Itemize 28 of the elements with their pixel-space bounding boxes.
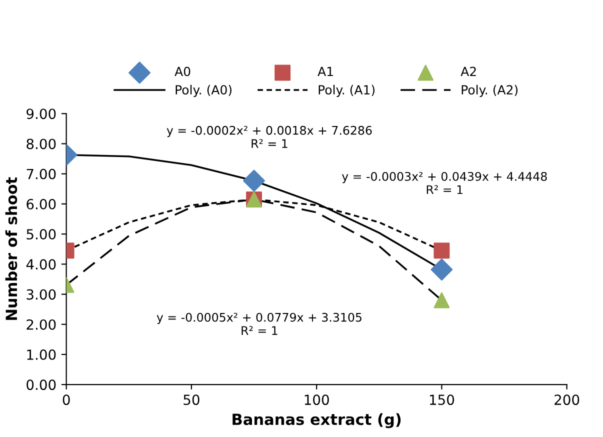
point: [430, 258, 453, 281]
y-tick-label: 3.00: [26, 289, 56, 300]
x-tick-label: 150: [430, 394, 454, 406]
annotation: y = -0.0002x² + 0.0018x + 7.6286 R² = 1: [166, 126, 372, 148]
x-tick-label: 50: [184, 394, 200, 406]
legend-label: A2: [460, 66, 476, 76]
x-axis-title: Bananas extract (g): [232, 413, 401, 428]
y-tick-label: 9.00: [26, 108, 56, 120]
point: [434, 242, 450, 259]
legend-label: Poly. (A2): [462, 84, 518, 97]
y-tick-label: 0.00: [26, 380, 56, 390]
x-tick-label: 100: [304, 394, 329, 406]
legend-label: Poly. (A0): [176, 84, 232, 97]
legend-label: Poly. (A1): [318, 84, 375, 97]
y-tick-label: 6.00: [26, 198, 56, 210]
y-tick-label: 7.00: [26, 168, 56, 180]
y-tick-label: 8.00: [26, 138, 56, 150]
legend-label: A0: [174, 66, 190, 76]
y-tick-label: 1.00: [27, 349, 56, 360]
y-tick-label: 5.00: [26, 229, 56, 240]
y-axis-title: Number of shoot: [5, 177, 18, 320]
x-tick-label: 0: [62, 394, 70, 406]
y-tick-label: 2.00: [26, 319, 56, 330]
x-tick-label: 200: [554, 394, 580, 406]
legend-label: A1: [318, 66, 333, 76]
annotation: y = -0.0003x² + 0.0439x + 4.4448 R² = 1: [342, 172, 547, 194]
y-tick-label: 4.00: [26, 259, 56, 270]
annotation: y = -0.0005x² + 0.0779x + 3.3105 R² = 1: [156, 312, 362, 335]
